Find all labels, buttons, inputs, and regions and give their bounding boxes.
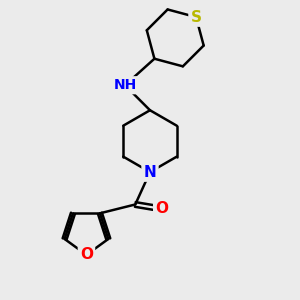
Text: O: O [80,248,93,262]
Text: N: N [144,165,156,180]
Text: S: S [190,10,202,25]
Text: NH: NH [113,78,136,92]
Text: O: O [155,201,168,216]
